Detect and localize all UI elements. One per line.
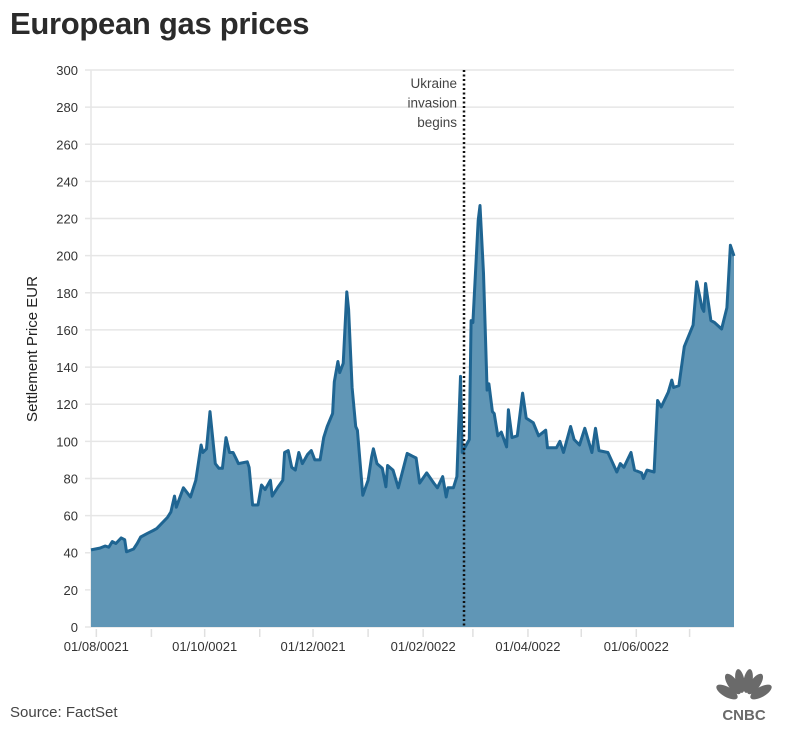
annotation-line: Ukraine: [410, 76, 457, 91]
annotation-line: begins: [417, 115, 457, 130]
cnbc-logo-text: CNBC: [722, 707, 765, 724]
x-tick-label: 01/06/0022: [604, 639, 669, 654]
y-tick-label: 80: [64, 471, 78, 486]
source-note: Source: FactSet: [10, 704, 118, 721]
annotation-line: invasion: [407, 96, 457, 111]
annotation-text: Ukraine invasion begins: [407, 76, 457, 130]
y-tick-label: 200: [56, 249, 78, 264]
chart-title: European gas prices: [10, 6, 310, 41]
y-tick-label: 180: [56, 286, 78, 301]
y-tick-label: 300: [56, 63, 78, 78]
y-tick-label: 280: [56, 100, 78, 115]
y-tick-label: 0: [71, 620, 78, 635]
price-line: [90, 204, 736, 554]
cnbc-peacock-logo: CNBC: [716, 669, 772, 724]
x-tick-label: 01/02/0022: [391, 639, 456, 654]
y-axis-ticks: 0 20 40 60 80 100 120 140 160 180 200 220 240 260 280 3…: [56, 63, 78, 635]
x-tick-label: 01/12/0021: [280, 639, 345, 654]
x-tick-label: 01/10/0021: [172, 639, 237, 654]
price-area-fill: [91, 205, 734, 627]
x-tick-label: 01/04/0022: [495, 639, 560, 654]
y-tick-label: 160: [56, 323, 78, 338]
y-tick-label: 100: [56, 434, 78, 449]
y-tick-label: 120: [56, 397, 78, 412]
y-tick-label: 260: [56, 137, 78, 152]
y-tick-label: 140: [56, 360, 78, 375]
y-tick-label: 240: [56, 174, 78, 189]
y-tick-label: 20: [64, 583, 78, 598]
y-tick-label: 60: [64, 509, 78, 524]
x-axis-ticks: 01/08/0021 01/10/0021 01/12/0021 01/02/0022…: [64, 629, 691, 654]
x-tick-label: 01/08/0021: [64, 639, 129, 654]
y-tick-label: 40: [64, 546, 78, 561]
y-axis-label: Settlement Price EUR: [24, 276, 41, 422]
y-tick-label: 220: [56, 212, 78, 227]
